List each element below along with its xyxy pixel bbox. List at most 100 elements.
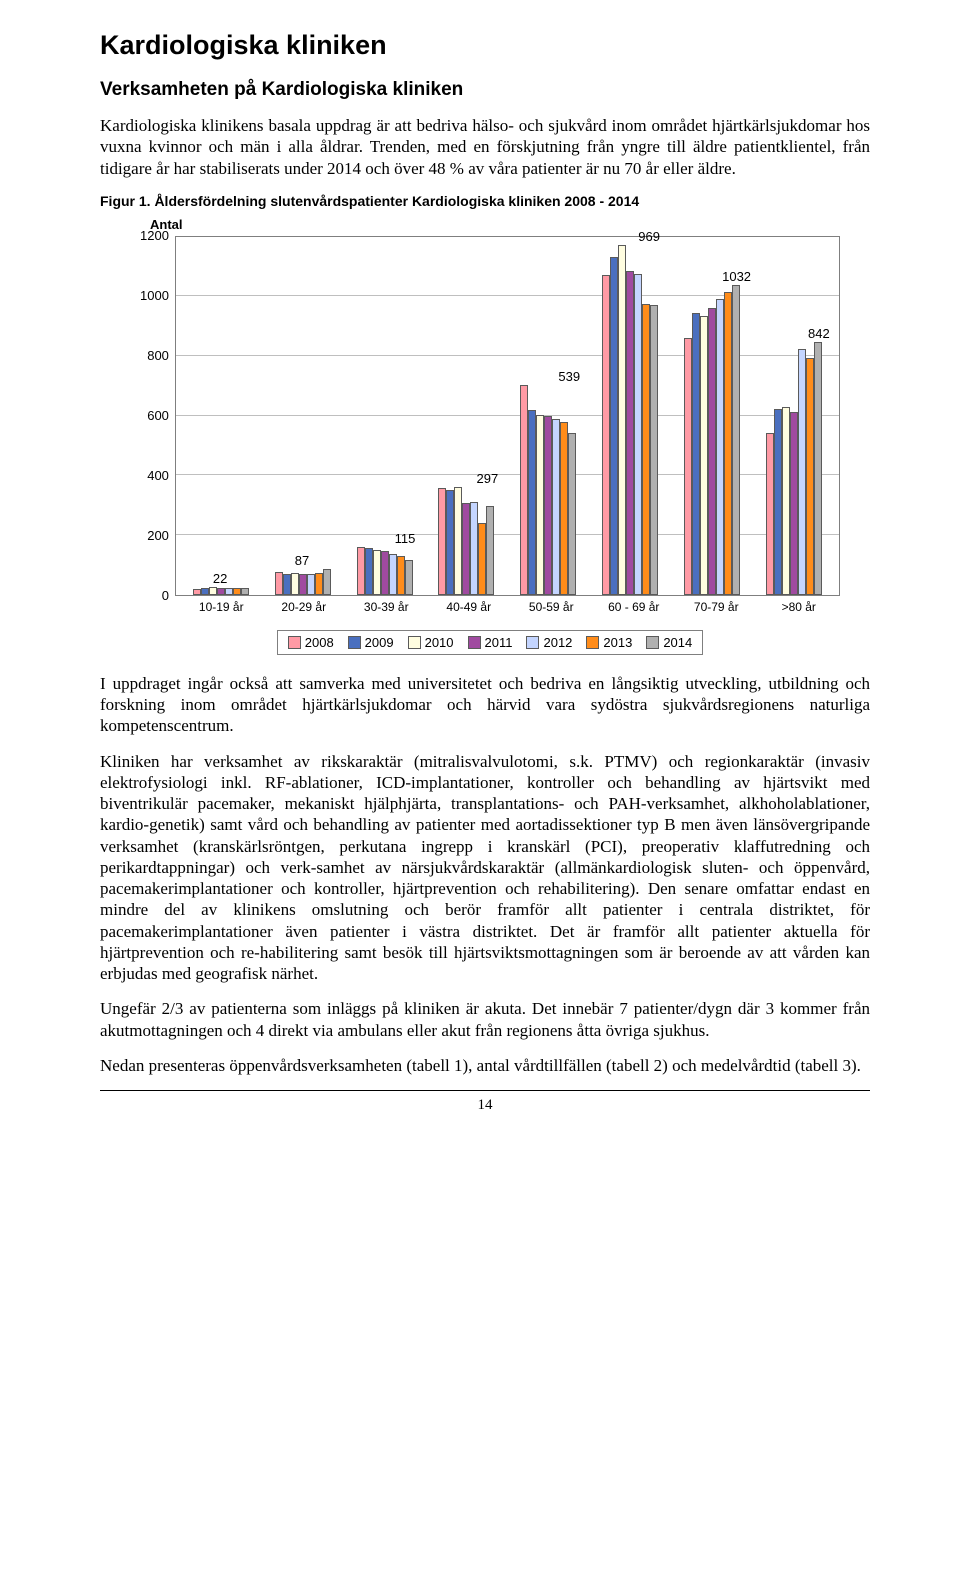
bar xyxy=(602,275,610,595)
bar xyxy=(438,488,446,595)
body-paragraph-4: Nedan presenteras öppenvårdsverksamheten… xyxy=(100,1055,870,1076)
legend-label: 2013 xyxy=(603,635,632,650)
legend-swatch xyxy=(646,636,659,649)
legend-item: 2010 xyxy=(408,635,454,650)
bar xyxy=(283,574,291,595)
bar xyxy=(700,316,708,595)
legend-item: 2011 xyxy=(468,635,513,650)
page-footer: 14 xyxy=(100,1090,870,1114)
x-axis-labels: 10-19 år20-29 år30-39 år40-49 år50-59 år… xyxy=(180,600,840,614)
bar-group: 115 xyxy=(357,547,413,595)
bar xyxy=(193,589,201,595)
legend-swatch xyxy=(468,636,481,649)
bar xyxy=(470,502,478,595)
bar xyxy=(373,550,381,595)
bar-group: 842 xyxy=(766,342,822,595)
bar xyxy=(365,548,373,595)
bar xyxy=(716,299,724,595)
bar xyxy=(626,271,634,595)
bar-value-label: 539 xyxy=(558,369,580,384)
bar xyxy=(642,304,650,595)
bar xyxy=(315,573,323,595)
x-tick-label: 30-39 år xyxy=(345,600,428,614)
body-paragraph-1: I uppdraget ingår också att samverka med… xyxy=(100,673,870,737)
bar-group: 969 xyxy=(602,245,658,595)
bar xyxy=(397,556,405,595)
bar-value-label: 22 xyxy=(213,571,227,586)
bar xyxy=(634,274,642,595)
bar xyxy=(454,487,462,595)
bar xyxy=(275,572,283,595)
bar-group: 1032 xyxy=(684,285,740,595)
bar-group: 297 xyxy=(438,487,494,595)
x-tick-label: 40-49 år xyxy=(428,600,511,614)
legend-item: 2008 xyxy=(288,635,334,650)
intro-paragraph: Kardiologiska klinikens basala uppdrag ä… xyxy=(100,115,870,179)
bar xyxy=(724,292,732,595)
legend-label: 2009 xyxy=(365,635,394,650)
x-tick-label: 10-19 år xyxy=(180,600,263,614)
chart-plot-area: 22 87 115 297 539 969 1032 842 xyxy=(175,236,840,596)
legend-label: 2012 xyxy=(543,635,572,650)
bar xyxy=(774,409,782,595)
figure-caption: Figur 1. Åldersfördelning slutenvårdspat… xyxy=(100,193,870,209)
bar xyxy=(201,588,209,595)
bar xyxy=(618,245,626,595)
page-title: Kardiologiska kliniken xyxy=(100,30,870,61)
bar xyxy=(225,588,233,595)
bar-value-label: 297 xyxy=(476,471,498,486)
legend-swatch xyxy=(408,636,421,649)
age-distribution-chart: Antal 120010008006004002000 228711529753… xyxy=(140,217,840,655)
x-tick-label: 20-29 år xyxy=(263,600,346,614)
chart-plot-row: 120010008006004002000 228711529753996910… xyxy=(140,236,840,596)
bar xyxy=(323,569,331,595)
bar-value-label: 969 xyxy=(638,229,660,244)
bar-value-label: 842 xyxy=(808,326,830,341)
legend-label: 2010 xyxy=(425,635,454,650)
bar xyxy=(357,547,365,595)
bar xyxy=(307,574,315,595)
x-tick-label: 50-59 år xyxy=(510,600,593,614)
legend-item: 2009 xyxy=(348,635,394,650)
legend-label: 2014 xyxy=(663,635,692,650)
bar xyxy=(544,416,552,595)
legend-label: 2008 xyxy=(305,635,334,650)
legend-swatch xyxy=(288,636,301,649)
bar xyxy=(766,433,774,595)
bar xyxy=(486,506,494,595)
legend-item: 2014 xyxy=(646,635,692,650)
y-axis-title: Antal xyxy=(150,217,840,232)
bar xyxy=(291,573,299,595)
bar xyxy=(389,554,397,595)
bar-group: 87 xyxy=(275,569,331,595)
x-tick-label: 70-79 år xyxy=(675,600,758,614)
legend-item: 2013 xyxy=(586,635,632,650)
bar xyxy=(241,588,249,595)
bar xyxy=(790,412,798,595)
bar xyxy=(217,588,225,595)
legend-swatch xyxy=(586,636,599,649)
bar xyxy=(446,490,454,595)
bar xyxy=(552,419,560,595)
x-tick-label: >80 år xyxy=(758,600,841,614)
bar xyxy=(610,257,618,595)
legend-item: 2012 xyxy=(526,635,572,650)
bar xyxy=(520,385,528,595)
legend-swatch xyxy=(348,636,361,649)
bar xyxy=(381,551,389,595)
bar xyxy=(798,349,806,595)
bar-value-label: 1032 xyxy=(722,269,751,284)
bar-value-label: 87 xyxy=(295,553,309,568)
bar-group: 22 xyxy=(193,587,249,595)
bar xyxy=(684,338,692,595)
bar xyxy=(692,313,700,595)
bar xyxy=(528,410,536,595)
bar xyxy=(536,415,544,595)
x-tick-label: 60 - 69 år xyxy=(593,600,676,614)
bar xyxy=(814,342,822,595)
bar xyxy=(462,503,470,595)
legend-swatch xyxy=(526,636,539,649)
bar xyxy=(299,574,307,594)
bar xyxy=(405,560,413,595)
bar xyxy=(233,588,241,595)
